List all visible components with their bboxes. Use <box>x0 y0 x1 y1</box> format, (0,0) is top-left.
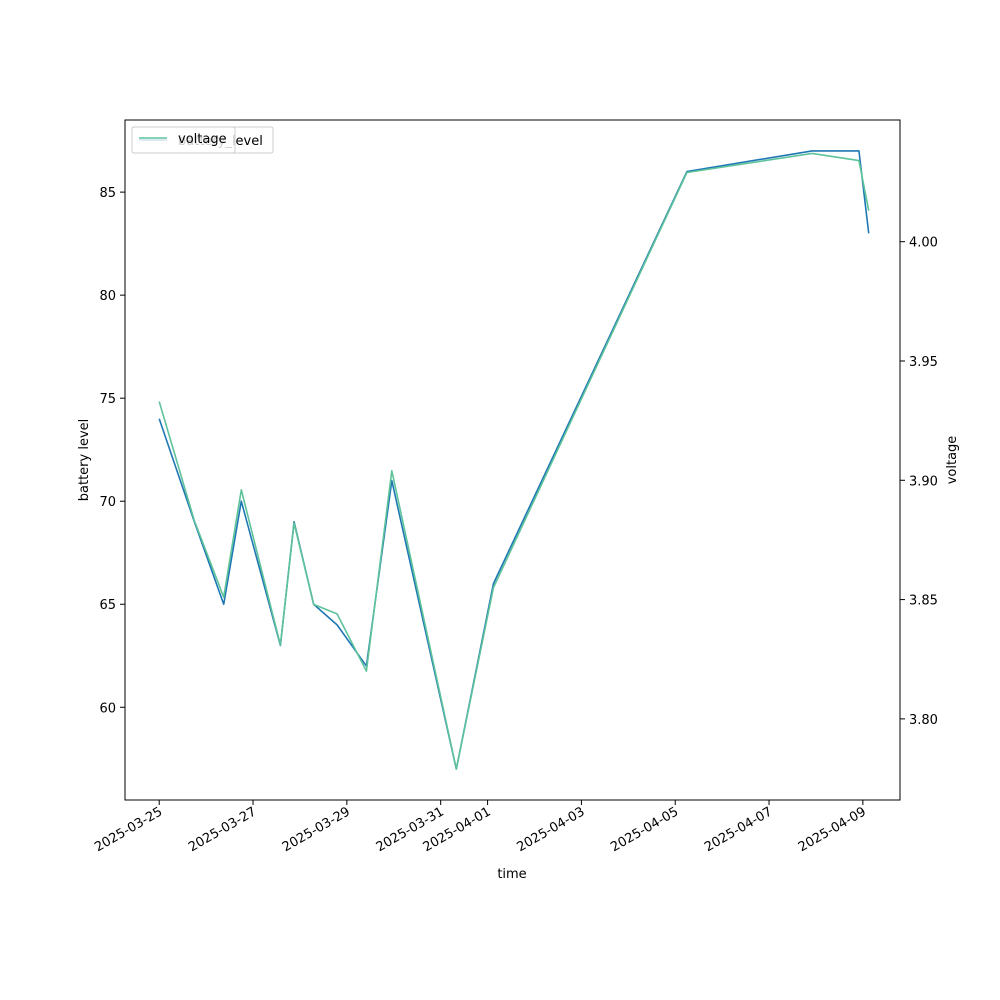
x-axis-title: time <box>497 867 526 882</box>
x-tick-label: 2025-04-07 <box>702 804 775 855</box>
left-y-axis-title: battery level <box>77 419 92 502</box>
left-y-tick-label: 80 <box>99 289 116 304</box>
x-tick-label: 2025-03-27 <box>186 804 259 855</box>
right-y-tick-label: 3.95 <box>909 355 938 370</box>
series-layer <box>158 150 870 770</box>
left-y-tick-label: 70 <box>99 495 116 510</box>
x-tick-label: 2025-04-05 <box>608 804 681 855</box>
x-axis: 2025-03-25 2025-03-27 2025-03-29 2025-03-31… <box>92 800 869 855</box>
x-tick-label: 2025-04-03 <box>514 804 587 855</box>
left-y-tick-label: 60 <box>99 701 116 716</box>
left-y-axis: 60 65 70 75 80 85 <box>99 186 125 716</box>
left-y-tick-label: 65 <box>99 598 116 613</box>
x-tick-label: 2025-04-09 <box>796 804 869 855</box>
x-tick-label: 2025-03-29 <box>280 804 353 855</box>
right-y-axis: 3.80 3.85 3.90 3.95 4.00 <box>900 236 938 728</box>
series-line-voltage <box>158 152 870 770</box>
left-y-tick-label: 75 <box>99 392 116 407</box>
legend-label-voltage: voltage <box>178 132 227 147</box>
right-y-tick-label: 3.80 <box>909 713 938 728</box>
legend-voltage: voltage <box>131 126 236 154</box>
right-y-axis-title: voltage <box>945 436 960 485</box>
right-y-tick-label: 4.00 <box>909 236 938 251</box>
left-y-tick-label: 85 <box>99 186 116 201</box>
right-y-tick-label: 3.85 <box>909 594 938 609</box>
series-line-battery-level <box>158 150 870 770</box>
right-y-tick-label: 3.90 <box>909 474 938 489</box>
x-tick-label: 2025-03-25 <box>92 804 165 855</box>
plot-frame <box>124 119 901 801</box>
